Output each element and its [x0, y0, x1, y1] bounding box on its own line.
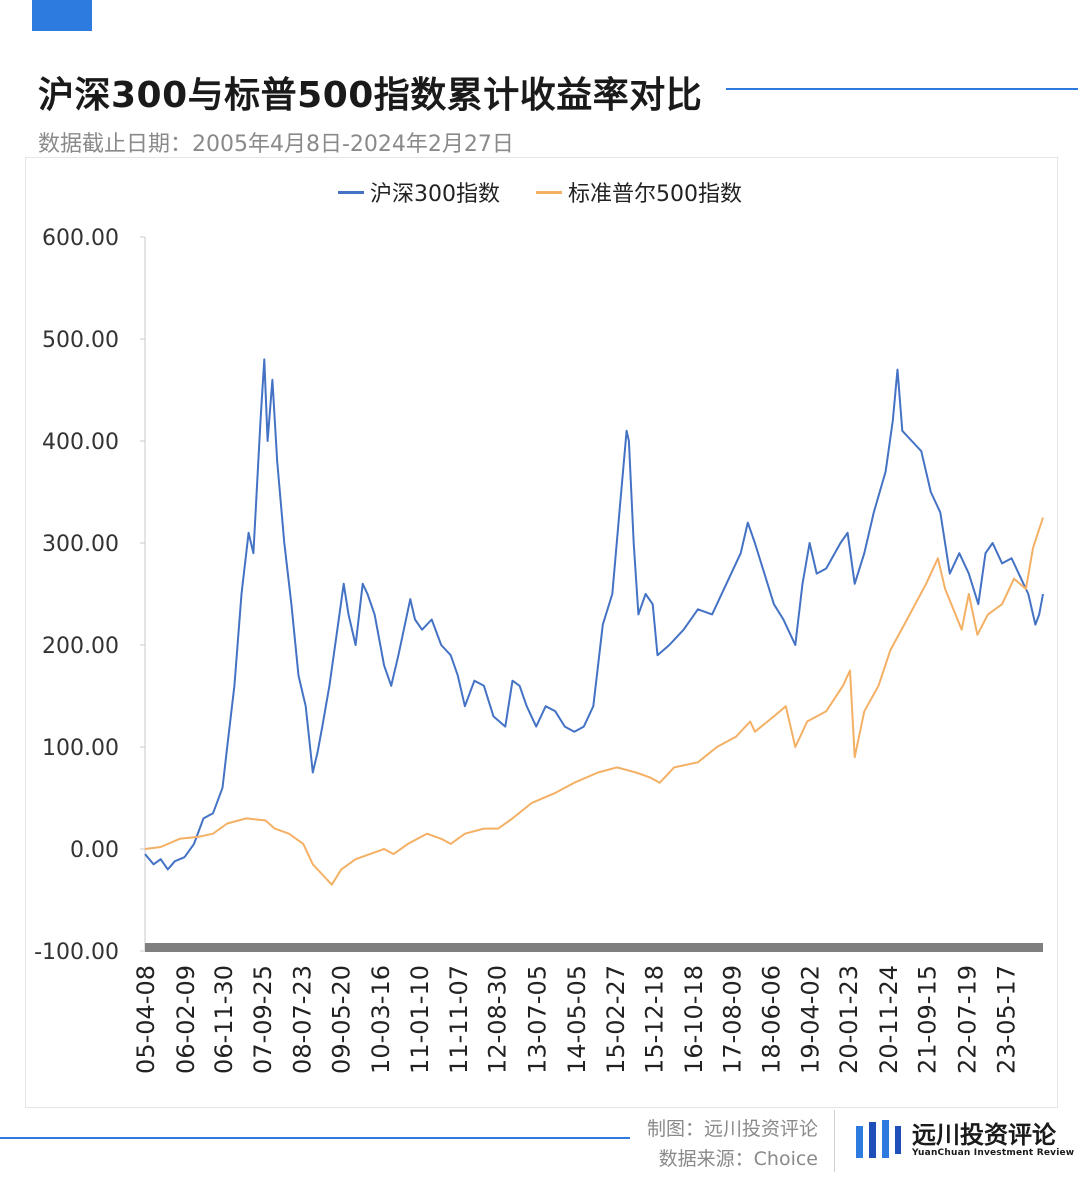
- footer-divider: [834, 1110, 835, 1172]
- x-tick-label: 10-03-16: [367, 965, 395, 1074]
- x-tick-label: 05-04-08: [132, 965, 160, 1074]
- x-tick-label: 06-02-09: [172, 965, 200, 1074]
- x-tick-label: 11-01-10: [406, 965, 434, 1074]
- legend-swatch-hs300: [338, 190, 364, 194]
- x-tick-label: 18-06-06: [758, 965, 786, 1074]
- y-tick-label: 600.00: [42, 226, 119, 251]
- x-tick-label: 22-07-19: [954, 965, 982, 1074]
- y-tick-label: 0.00: [70, 838, 119, 863]
- x-tick-label: 15-02-27: [602, 965, 630, 1074]
- logo-cn-text: 远川投资评论: [912, 1121, 1056, 1149]
- logo-bars-icon: [856, 1120, 901, 1158]
- footer-credit: 制图：远川投资评论 数据来源：Choice: [647, 1114, 818, 1174]
- series-line-sp500: [144, 517, 1044, 886]
- x-tick-label: 15-12-18: [641, 965, 669, 1074]
- y-tick-label: 400.00: [42, 430, 119, 455]
- x-tick-label: 23-05-17: [992, 965, 1020, 1074]
- series-line-hs300: [144, 358, 1044, 871]
- x-tick-label: 21-09-15: [914, 965, 942, 1074]
- footer-source: 数据来源：Choice: [658, 1148, 818, 1170]
- x-tick-label: 13-07-05: [524, 965, 552, 1074]
- y-tick-label: 300.00: [42, 532, 119, 557]
- top-accent-tab: [32, 0, 92, 31]
- footer-maker: 制图：远川投资评论: [646, 1118, 818, 1140]
- x-axis-baseline: [145, 943, 1043, 952]
- legend-item-hs300: 沪深300指数: [338, 176, 500, 208]
- page-title: 沪深300与标普500指数累计收益率对比: [38, 75, 703, 116]
- x-tick-label: 20-01-23: [835, 965, 863, 1074]
- logo-en-text: YuanChuan Investment Review: [912, 1148, 1075, 1158]
- y-tick-label: 200.00: [42, 634, 119, 659]
- footer-rule: [0, 1137, 630, 1139]
- legend-label-hs300: 沪深300指数: [370, 182, 500, 207]
- y-tick-label: 500.00: [42, 328, 119, 353]
- brand-logo: 远川投资评论 YuanChuan Investment Review: [856, 1120, 1074, 1160]
- chart-frame: [25, 157, 1058, 1108]
- x-tick-label: 11-11-07: [445, 965, 473, 1074]
- x-tick-label: 20-11-24: [875, 965, 903, 1074]
- x-tick-label: 12-08-30: [483, 965, 511, 1074]
- legend-label-sp500: 标准普尔500指数: [568, 182, 742, 207]
- x-tick-label: 08-07-23: [288, 965, 316, 1074]
- legend-item-sp500: 标准普尔500指数: [536, 176, 742, 208]
- x-tick-label: 16-10-18: [680, 965, 708, 1074]
- x-tick-label: 19-04-02: [797, 965, 825, 1074]
- page-subtitle: 数据截止日期：2005年4月8日-2024年2月27日: [38, 132, 514, 157]
- legend-swatch-sp500: [536, 190, 562, 194]
- y-tick-label: 100.00: [42, 736, 119, 761]
- chart-legend: 沪深300指数 标准普尔500指数: [0, 176, 1080, 208]
- x-tick-label: 06-11-30: [210, 965, 238, 1074]
- x-tick-label: 09-05-20: [327, 965, 355, 1074]
- x-tick-label: 14-05-05: [563, 965, 591, 1074]
- y-tick-label: -100.00: [34, 940, 119, 965]
- title-rule: [726, 88, 1078, 90]
- x-tick-label: 07-09-25: [249, 965, 277, 1074]
- x-tick-label: 17-08-09: [719, 965, 747, 1074]
